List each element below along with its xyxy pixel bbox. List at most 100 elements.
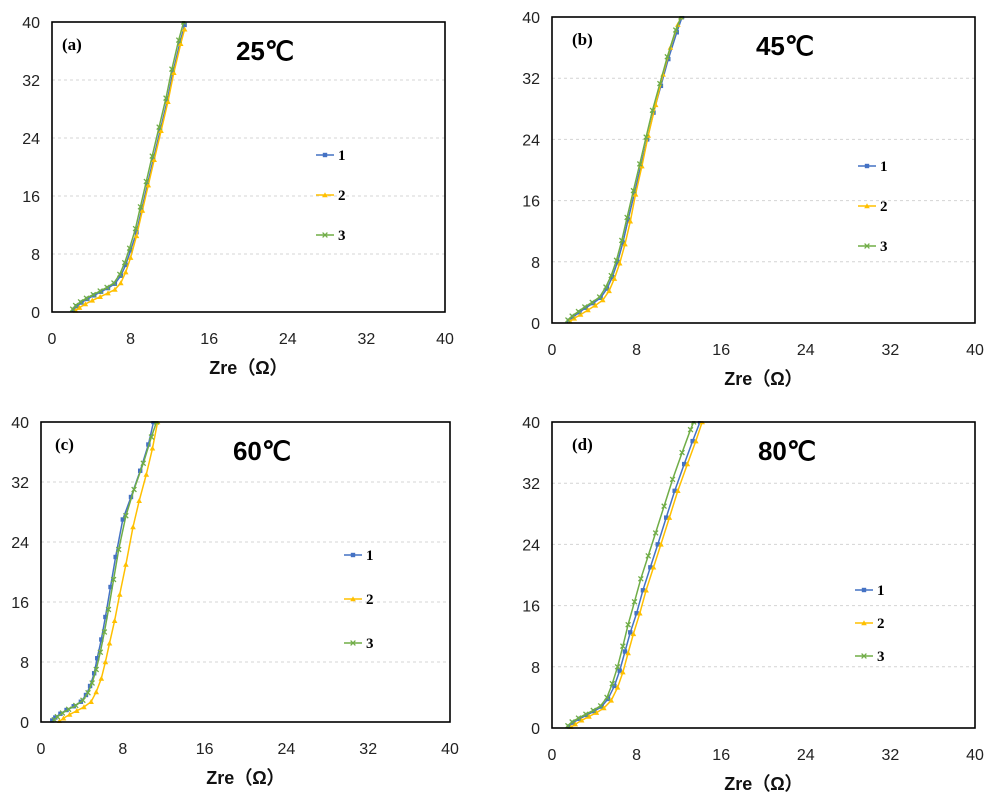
data-point [625, 217, 631, 222]
data-point [648, 565, 653, 570]
data-point [98, 675, 105, 681]
y-tick-label: 32 [522, 476, 540, 493]
data-point [350, 596, 356, 602]
x-tick-label: 24 [278, 741, 296, 758]
data-point [650, 564, 657, 570]
y-tick-label: 32 [522, 71, 540, 88]
data-point [581, 304, 588, 310]
data-point [121, 259, 128, 266]
data-point [322, 232, 328, 238]
data-point [636, 610, 643, 616]
data-point [133, 233, 140, 239]
data-point [864, 163, 870, 169]
data-point [89, 680, 95, 686]
data-point [171, 69, 177, 75]
data-point [131, 486, 137, 493]
data-point [322, 192, 328, 198]
data-point [181, 26, 188, 32]
y-tick-label: 8 [31, 247, 40, 264]
data-point [578, 717, 585, 723]
data-point [54, 713, 61, 720]
data-point [664, 515, 669, 520]
chart-panel-c: 0 8 16 24 32 40 0 8 16 24 32 40 Zre（Ω） (c) 60℃ 1 2 3 [11, 415, 459, 788]
data-point [606, 288, 612, 294]
data-point [143, 471, 150, 477]
data-point [690, 438, 695, 444]
data-point [143, 178, 150, 185]
y-tick-label: 24 [11, 535, 29, 552]
x-tick-label: 8 [632, 342, 641, 359]
data-point [82, 301, 89, 307]
data-point [672, 488, 677, 494]
x-tick-label: 24 [797, 342, 815, 359]
y-tick-label: 0 [20, 715, 29, 732]
x-tick-label: 8 [126, 331, 135, 348]
data-point [149, 445, 156, 451]
x-tick-label: 40 [966, 747, 984, 764]
data-point [674, 30, 679, 35]
data-point [76, 304, 83, 310]
data-point [89, 297, 96, 303]
data-point [609, 680, 616, 687]
x-tick-label: 8 [632, 747, 641, 764]
y-tick-label: 40 [522, 10, 540, 27]
data-point [664, 53, 671, 60]
x-tick-label: 0 [548, 747, 557, 764]
data-point [613, 257, 620, 264]
x-tick-label: 0 [48, 331, 57, 348]
data-point [666, 56, 671, 62]
data-point [603, 284, 609, 290]
data-point [616, 260, 623, 266]
x-tick-label: 32 [358, 331, 376, 348]
data-point [657, 80, 663, 87]
data-point [585, 307, 591, 313]
x-tick-label: 40 [436, 331, 454, 348]
data-point [611, 275, 618, 281]
data-point [634, 611, 639, 616]
data-point [115, 546, 122, 553]
data-point [102, 659, 109, 665]
chart-panel-b: 0 8 16 24 32 40 0 8 16 24 32 40 Zre（Ω） (b) 45℃ 1 2 3 [522, 10, 984, 389]
y-tick-label: 40 [11, 415, 29, 432]
data-point [65, 706, 72, 713]
series-1 [71, 22, 187, 313]
data-point [628, 630, 633, 635]
legend-label: 2 [338, 188, 346, 204]
data-point [134, 230, 139, 235]
data-point [165, 98, 171, 104]
data-point [565, 317, 571, 323]
x-tick-label: 16 [200, 331, 218, 348]
data-point [672, 27, 679, 33]
data-point [126, 245, 133, 252]
data-point [636, 161, 643, 167]
data-point [637, 575, 644, 582]
data-point [163, 95, 169, 101]
data-point [617, 668, 622, 673]
chart-title: 45℃ [756, 31, 814, 61]
data-point [632, 191, 639, 197]
data-point [669, 476, 676, 483]
data-point [116, 271, 123, 278]
x-tick-label: 16 [712, 342, 730, 359]
plot-area [565, 16, 685, 324]
data-point [620, 240, 626, 245]
data-point [569, 313, 575, 319]
data-point [864, 203, 870, 209]
panel-label: (c) [55, 435, 74, 454]
legend-label: 1 [880, 159, 888, 175]
data-point [590, 707, 597, 714]
data-point [112, 286, 118, 292]
x-tick-label: 16 [712, 747, 730, 764]
data-point [77, 298, 84, 305]
data-point [593, 709, 600, 715]
series-1 [50, 421, 156, 723]
data-point [97, 649, 104, 656]
data-point [604, 694, 610, 701]
x-axis-label: Zre（Ω） [724, 774, 802, 794]
data-point [128, 248, 133, 253]
y-tick-label: 16 [22, 189, 40, 206]
x-axis-label: Zre（Ω） [724, 369, 802, 389]
data-point [631, 598, 638, 605]
data-point [158, 127, 164, 133]
